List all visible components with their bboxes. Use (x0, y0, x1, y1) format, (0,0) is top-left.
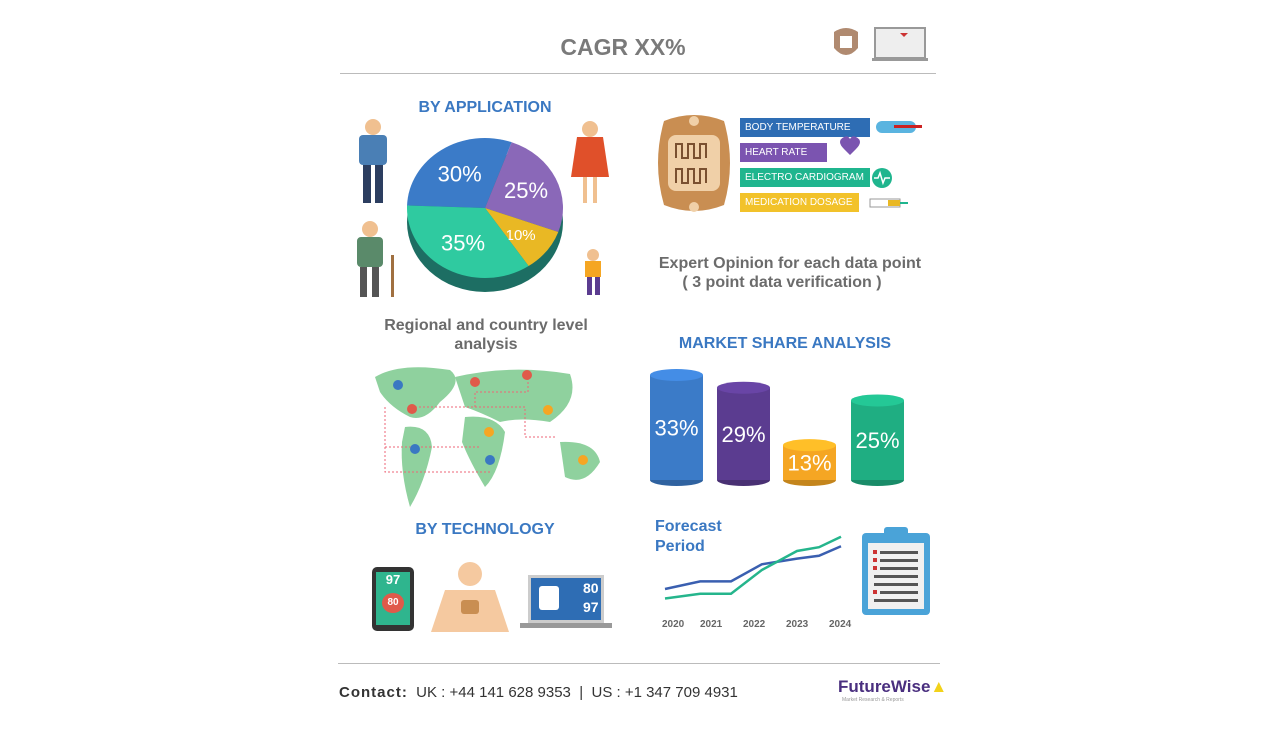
pie-slice (485, 208, 559, 267)
ecg-icon (872, 168, 892, 188)
cylinder-body (650, 375, 703, 480)
elderly-man-icon (357, 221, 394, 297)
forecast-chart (664, 535, 842, 600)
feature-icons (840, 121, 922, 208)
regional-line2: analysis (454, 336, 518, 353)
pie-slice (407, 205, 529, 278)
pie-slice (485, 142, 563, 232)
pie-label: 10% (506, 227, 536, 244)
cylinder-body (851, 400, 904, 480)
regional-line1: Regional and country level (384, 317, 588, 334)
header-divider (340, 73, 936, 74)
laptop-vitals-icon: 80 97 (528, 575, 604, 623)
pie-label: 30% (438, 161, 482, 186)
logo-tagline: Market Research & Reports (842, 697, 904, 703)
header-icons (834, 27, 928, 61)
cylinder-label: 29% (721, 422, 765, 447)
market-share-chart: 33% 29% 13% 25% (650, 369, 904, 486)
expert-opinion-line2: ( 3 point data verification ) (682, 274, 882, 291)
cylinder-body (717, 387, 770, 480)
forecast-year-label: 2021 (700, 619, 723, 630)
cylinder-top (783, 439, 836, 452)
forecast-line1: Forecast (655, 518, 722, 535)
feature-electro-cardiogram: ELECTRO CARDIOGRAM (740, 168, 870, 187)
pie-label: 25% (504, 178, 548, 203)
smartphone-icon: 97 80 (372, 567, 414, 631)
body-sensor-icon (431, 562, 509, 632)
heart-icon (840, 136, 860, 155)
contact-uk: UK : +44 141 628 9353 (416, 684, 571, 701)
feature-heart-rate: HEART RATE (740, 143, 827, 162)
pie-slice (407, 138, 512, 208)
forecast-year-label: 2020 (662, 619, 685, 630)
forecast-series-line (664, 535, 842, 600)
application-title: BY APPLICATION (418, 99, 552, 116)
phone-value-1: 97 (385, 572, 401, 587)
market-share-title: MARKET SHARE ANALYSIS (678, 335, 892, 352)
child-icon (585, 249, 601, 295)
forecast-line2: Period (655, 538, 705, 555)
contact-us: US : +1 347 709 4931 (591, 684, 738, 701)
logo-text: FutureWise (838, 677, 931, 696)
feature-body-temperature: BODY TEMPERATURE (740, 118, 870, 137)
clipboard-icon (862, 527, 930, 615)
laptop-value-1: 80 (583, 580, 599, 596)
pie-label: 35% (441, 231, 485, 256)
woman-icon (571, 121, 609, 203)
cylinder-top (650, 369, 703, 381)
forecast-year-label: 2024 (829, 619, 852, 630)
contact-label: Contact: (339, 684, 408, 701)
contact-info: Contact: UK : +44 141 628 9353 | US : +1… (339, 684, 738, 701)
man-icon (359, 119, 387, 203)
cylinder-label: 33% (654, 416, 698, 441)
application-pie-chart: 30% 25% 10% 35% (407, 138, 563, 292)
laptop-base (520, 623, 612, 628)
syringe-icon (869, 198, 908, 208)
cylinder-label: 25% (855, 428, 899, 453)
feature-medication-dosage: MEDICATION DOSAGE (740, 193, 859, 212)
footer-divider (338, 663, 940, 664)
contact-separator: | (579, 684, 584, 701)
thermometer-icon (876, 121, 922, 133)
futurewise-logo: FutureWise▲ Market Research & Reports (838, 677, 947, 703)
page-title: CAGR XX% (560, 34, 686, 60)
forecast-series-line (664, 545, 842, 591)
cylinder-top (851, 394, 904, 407)
cylinder-label: 13% (787, 451, 831, 476)
laptop-value-2: 97 (583, 599, 599, 615)
wearable-chip-icon (658, 115, 730, 212)
heart-chip-icon (834, 28, 858, 55)
cylinder-top (717, 381, 770, 394)
phone-value-2: 80 (382, 593, 404, 613)
technology-title: BY TECHNOLOGY (415, 521, 555, 538)
map-pin-icons (393, 370, 588, 465)
forecast-year-label: 2022 (743, 619, 766, 630)
world-map (375, 367, 600, 507)
people-icons (357, 119, 609, 297)
monitor-vitals-icon (872, 27, 928, 61)
logo-arrow-icon: ▲ (930, 677, 948, 696)
forecast-title: Forecast Period (655, 517, 722, 557)
forecast-year-label: 2023 (786, 619, 809, 630)
expert-opinion-line1: Expert Opinion for each data point (658, 255, 922, 272)
